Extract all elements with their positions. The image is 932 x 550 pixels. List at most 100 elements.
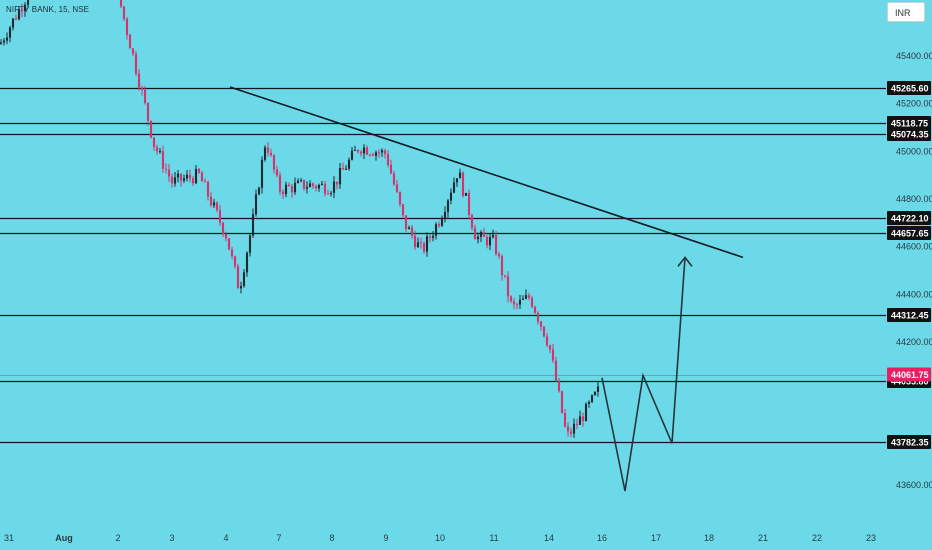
- candle-body: [251, 214, 255, 236]
- candle-body: [281, 191, 285, 195]
- candle-body: [533, 306, 537, 313]
- candle-body: [500, 256, 504, 276]
- y-tick-label: 44600.00: [896, 242, 932, 252]
- candle-body: [308, 183, 312, 188]
- candle-body: [122, 6, 126, 19]
- candle-body: [551, 349, 555, 361]
- candle-body: [350, 150, 354, 160]
- candle-body: [182, 178, 186, 181]
- x-tick-label: 17: [651, 533, 661, 543]
- candle-body: [296, 180, 300, 183]
- candle-body: [524, 295, 528, 299]
- x-tick-label: 11: [489, 533, 498, 543]
- candle-body: [395, 184, 399, 192]
- last-price-tag: [887, 367, 931, 382]
- candle-body: [194, 168, 198, 184]
- candle-body: [560, 391, 564, 414]
- candle-body: [503, 275, 507, 277]
- candle-body: [449, 192, 453, 201]
- candle-body: [572, 423, 576, 434]
- candle-body: [476, 236, 480, 240]
- x-tick-label: 3: [169, 533, 174, 543]
- x-tick-label: 7: [276, 533, 281, 543]
- candle-body: [257, 187, 261, 195]
- candle-body: [362, 147, 366, 154]
- candle-body: [455, 178, 459, 183]
- candle-body: [227, 238, 231, 250]
- candle-body: [275, 169, 279, 176]
- x-tick-label: 31: [4, 533, 14, 543]
- candle-body: [290, 186, 294, 193]
- candle-body: [17, 9, 21, 20]
- candle-body: [368, 154, 372, 156]
- candle-body: [578, 416, 582, 425]
- candle-body: [200, 172, 204, 182]
- currency-selector[interactable]: INR: [887, 2, 925, 22]
- y-tick-label: 44200.00: [896, 337, 932, 347]
- candle-body: [596, 386, 600, 392]
- candle-body: [581, 416, 585, 422]
- candle-body: [302, 179, 306, 189]
- candle-body: [5, 37, 9, 41]
- candle-body: [329, 192, 333, 194]
- candle-body: [443, 211, 447, 219]
- candle-body: [152, 137, 156, 147]
- candle-body: [317, 184, 321, 189]
- candle-body: [224, 234, 228, 239]
- candle-body: [383, 150, 387, 154]
- level-price-tag: [887, 435, 931, 449]
- candle-body: [20, 9, 24, 12]
- candle-body: [125, 18, 129, 35]
- candles: [0, 0, 600, 438]
- candle-body: [233, 256, 237, 267]
- level-price-tag: [887, 308, 931, 322]
- candle-body: [371, 154, 375, 156]
- candle-body: [347, 159, 351, 169]
- y-tick-label: 44400.00: [896, 289, 932, 299]
- candle-body: [149, 120, 153, 138]
- x-tick-label: 2: [115, 533, 120, 543]
- candle-body: [323, 183, 327, 194]
- level-price-label: 44722.10: [891, 214, 929, 224]
- candle-body: [356, 149, 360, 152]
- candle-body: [11, 18, 15, 28]
- candle-body: [230, 249, 234, 257]
- candle-body: [248, 235, 252, 253]
- candle-body: [263, 147, 267, 160]
- x-tick-label: 14: [544, 533, 554, 543]
- candle-body: [188, 174, 192, 179]
- candle-body: [590, 395, 594, 402]
- y-axis: 45400.00 45200.00 45000.00 44800.00 44600.00…: [887, 51, 932, 490]
- symbol-title: NIFTY BANK, 15, NSE: [6, 5, 90, 14]
- candle-body: [119, 0, 123, 7]
- candle-body: [365, 147, 369, 155]
- level-price-label: 45118.75: [891, 119, 928, 129]
- y-tick-label: 45200.00: [896, 99, 932, 109]
- candle-body: [161, 151, 165, 169]
- drawings: [229, 86, 744, 492]
- candle-body: [422, 243, 426, 252]
- candle-body: [542, 326, 546, 337]
- candle-body: [416, 242, 420, 248]
- candle-body: [515, 304, 519, 306]
- candle-body: [539, 321, 543, 327]
- x-tick-label: 10: [435, 533, 445, 543]
- x-tick-label: 16: [597, 533, 607, 543]
- candle-body: [419, 242, 423, 244]
- candle-body: [353, 149, 357, 151]
- candle-body: [389, 164, 393, 174]
- level-price-tag: [887, 81, 931, 95]
- level-price-label: 45265.60: [891, 84, 929, 94]
- candle-body: [506, 276, 510, 297]
- candle-body: [179, 173, 183, 181]
- candle-body: [134, 53, 138, 74]
- candle-body: [335, 181, 339, 185]
- candle-body: [446, 200, 450, 212]
- candle-body: [374, 152, 378, 156]
- candle-body: [569, 431, 573, 434]
- candle-body: [452, 182, 456, 193]
- candle-body: [545, 336, 549, 346]
- candle-body: [380, 150, 384, 153]
- candle-body: [26, 0, 30, 5]
